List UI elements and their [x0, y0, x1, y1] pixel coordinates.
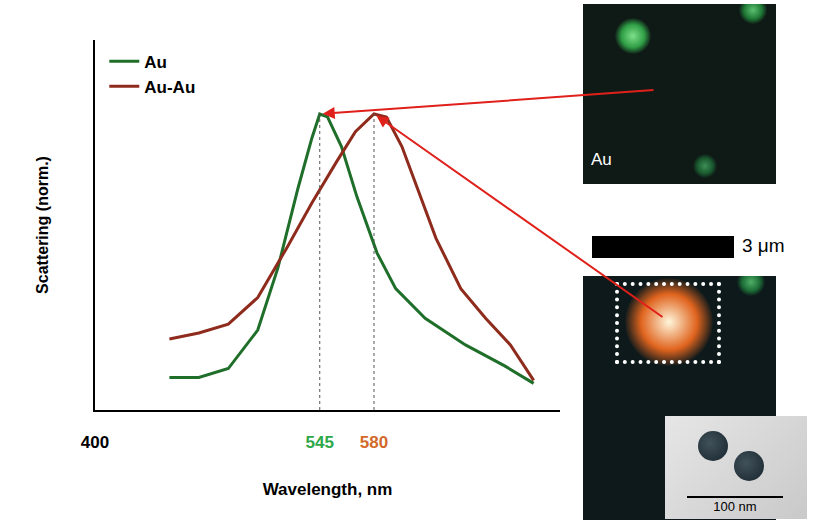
svg-text:400: 400 — [81, 433, 109, 452]
html-text:Au: Au — [591, 150, 612, 169]
html-text:100 nm: 100 nm — [713, 499, 757, 514]
svg-text:545: 545 — [306, 433, 334, 452]
svg-text:580: 580 — [360, 433, 388, 452]
svg-text:Au-Au: Au-Au — [144, 78, 195, 97]
svg-text:Wavelength, nm: Wavelength, nm — [263, 480, 393, 499]
svg-text:Au: Au — [144, 53, 167, 72]
html-text:3 μm: 3 μm — [742, 235, 785, 256]
svg-text:Scattering (norm.): Scattering (norm.) — [34, 156, 51, 294]
